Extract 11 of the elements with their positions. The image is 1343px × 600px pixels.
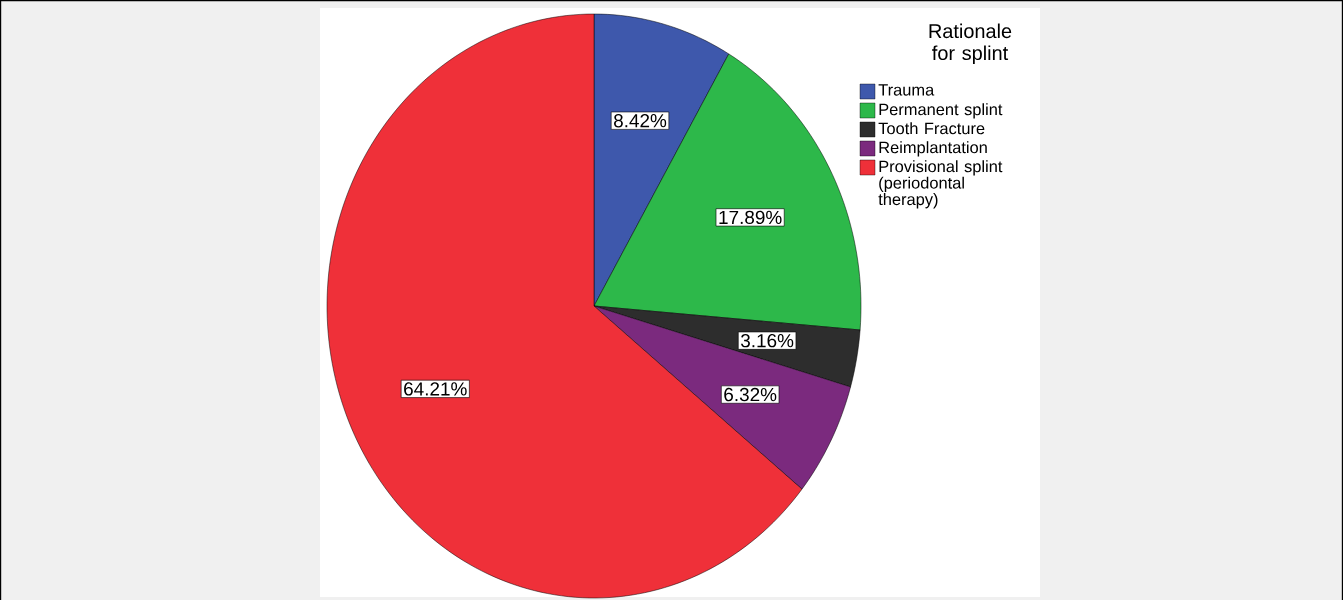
- data-label: 8.42%: [614, 113, 667, 128]
- data-label: 64.21%: [404, 382, 467, 396]
- legend-label: Reimplantation: [879, 141, 987, 157]
- legend-label: Provisional splint (periodontal therapy): [878, 160, 1003, 209]
- legend-label: Trauma: [878, 84, 935, 96]
- data-label: 3.16%: [740, 333, 794, 348]
- legend-label: Tooth Fracture: [878, 122, 985, 135]
- legend-label: Permanent splint: [879, 103, 1003, 119]
- data-label: 17.89%: [719, 210, 782, 225]
- legend-title: Rationale for splint: [929, 23, 1012, 65]
- data-label: 6.32%: [724, 387, 777, 402]
